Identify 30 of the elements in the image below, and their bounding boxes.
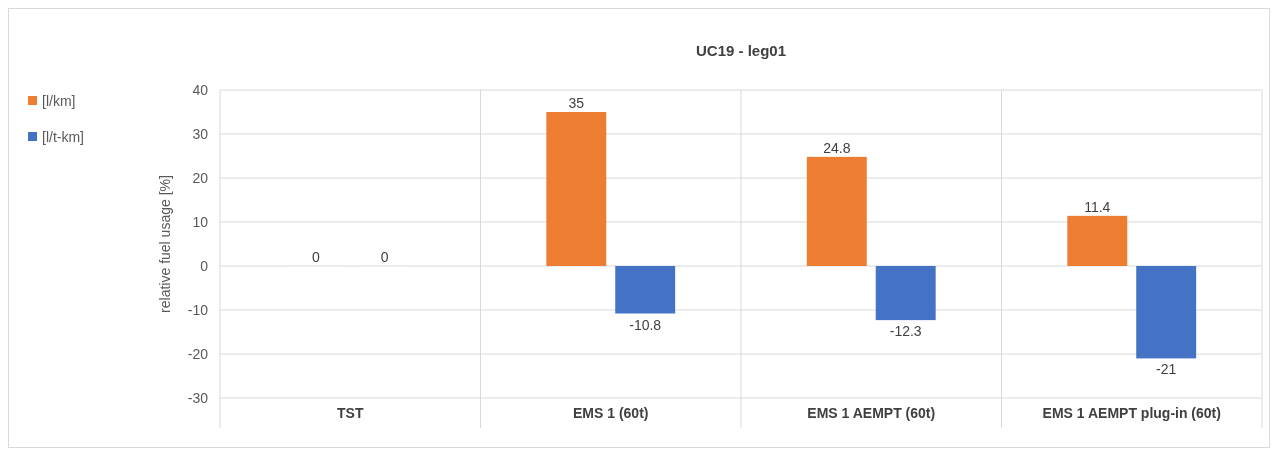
bar xyxy=(546,112,607,266)
legend-label: [l/km] xyxy=(42,93,76,109)
bar xyxy=(875,266,936,321)
y-tick-label: -10 xyxy=(187,302,209,318)
y-tick-label: 0 xyxy=(200,258,209,274)
y-tick-label: 10 xyxy=(192,214,209,230)
bar xyxy=(806,156,867,266)
data-label: -21 xyxy=(1156,361,1177,378)
data-label: 24.8 xyxy=(823,139,851,156)
data-label: 35 xyxy=(568,95,585,111)
bar xyxy=(615,266,676,314)
x-tick-label: EMS 1 AEMPT (60t) xyxy=(807,405,936,421)
data-label: 0 xyxy=(311,249,320,265)
y-tick-label: 30 xyxy=(192,126,209,142)
x-tick-label: EMS 1 AEMPT plug-in (60t) xyxy=(1042,405,1221,421)
bar xyxy=(1136,266,1197,359)
data-label: 11.4 xyxy=(1084,198,1111,215)
y-tick-label: -30 xyxy=(187,390,209,406)
data-label: 0 xyxy=(380,249,389,265)
bar xyxy=(1067,215,1128,266)
legend-label: [l/t-km] xyxy=(42,129,84,145)
y-axis-title: relative fuel usage [%] xyxy=(157,175,173,313)
x-tick-label: EMS 1 (60t) xyxy=(573,405,649,421)
x-tick-label: TST xyxy=(337,405,364,421)
data-label: -10.8 xyxy=(629,316,662,333)
y-tick-label: 40 xyxy=(192,82,209,98)
chart-title: UC19 - leg01 xyxy=(695,42,787,59)
data-label: -12.3 xyxy=(889,323,922,340)
y-tick-label: -20 xyxy=(187,346,209,362)
y-tick-label: 20 xyxy=(192,170,209,186)
